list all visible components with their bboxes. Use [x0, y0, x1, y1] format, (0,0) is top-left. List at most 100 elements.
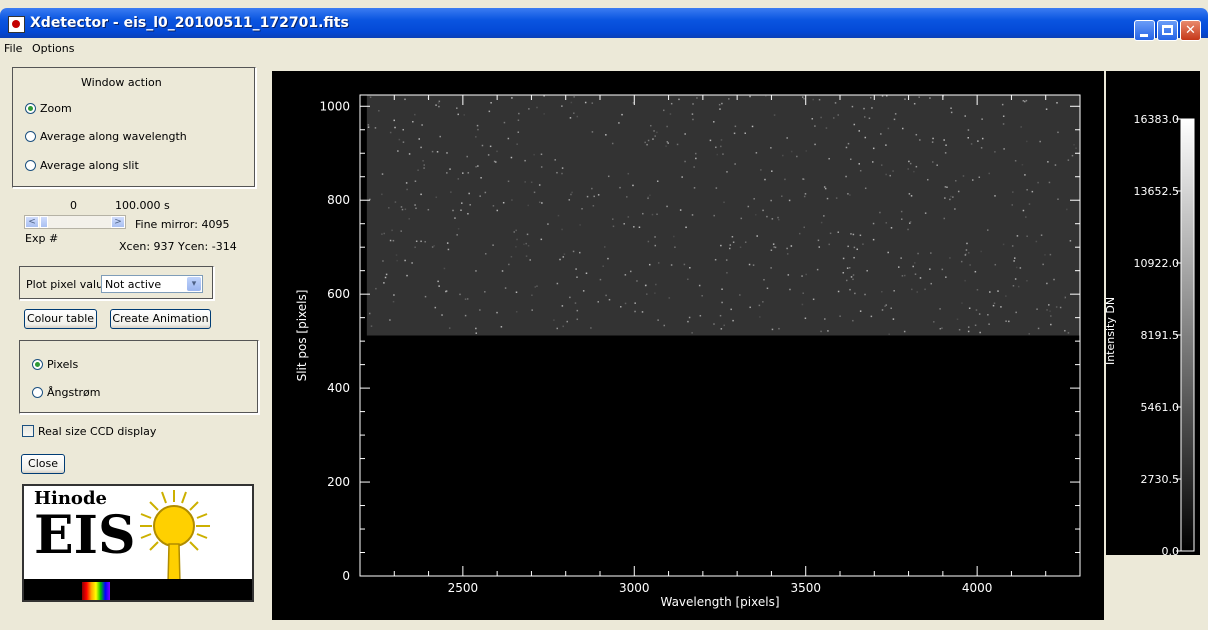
noise-pixel — [629, 270, 632, 273]
noise-pixel — [1075, 147, 1077, 149]
noise-pixel — [517, 119, 520, 122]
noise-pixel — [814, 143, 816, 146]
detector-plot[interactable]: 2500 3000 3500 4000 0 200 400 600 800 1000 Wavele… — [272, 71, 1104, 620]
colour-table-button[interactable]: Colour table — [24, 309, 97, 329]
noise-pixel — [591, 131, 594, 133]
noise-pixel — [667, 142, 669, 144]
noise-pixel — [829, 232, 832, 235]
y-tick-label: 400 — [327, 381, 350, 395]
noise-pixel — [688, 316, 691, 319]
noise-pixel — [987, 229, 989, 231]
real-size-checkbox[interactable] — [22, 425, 34, 437]
noise-pixel — [1017, 285, 1020, 288]
radio-button-icon[interactable] — [32, 358, 43, 370]
noise-pixel — [1024, 100, 1026, 103]
minimize-button[interactable] — [1134, 20, 1155, 41]
noise-pixel — [778, 327, 780, 330]
data-region — [366, 95, 1080, 336]
noise-pixel — [1050, 323, 1052, 326]
radio-button-icon[interactable] — [32, 386, 43, 398]
slider-right-arrow-icon[interactable]: > — [111, 216, 125, 228]
noise-pixel — [964, 279, 966, 282]
noise-pixel — [977, 140, 979, 142]
menu-file[interactable]: File — [4, 42, 23, 55]
plot-pixel-group: Plot pixel values — [19, 266, 214, 300]
noise-pixel — [950, 111, 953, 114]
noise-pixel — [820, 116, 822, 119]
detector-plot-svg[interactable]: 2500 3000 3500 4000 0 200 400 600 800 1000 Wavele… — [272, 71, 1104, 620]
radio-button-icon[interactable] — [25, 102, 36, 114]
close-button[interactable]: Close — [21, 454, 65, 474]
noise-pixel — [853, 256, 855, 259]
app-icon[interactable] — [8, 16, 25, 33]
noise-pixel — [863, 116, 866, 118]
noise-pixel — [501, 270, 504, 272]
noise-pixel — [720, 145, 722, 148]
window-title: Xdetector - eis_l0_20100511_172701.fits — [30, 15, 349, 31]
noise-pixel — [1015, 311, 1017, 314]
colorbar: 16383.0 13652.5 10922.0 8191.5 5461.0 2730.5 0… — [1104, 71, 1200, 558]
noise-pixel — [508, 263, 510, 266]
noise-pixel — [749, 306, 751, 309]
radio-pixels[interactable]: Pixels — [32, 356, 78, 372]
noise-pixel — [397, 150, 399, 152]
noise-pixel — [893, 290, 895, 292]
noise-pixel — [641, 311, 644, 313]
noise-pixel — [725, 259, 728, 261]
radio-zoom[interactable]: Zoom — [25, 100, 72, 116]
plot-pixel-select[interactable]: Not active ▾ — [101, 275, 203, 293]
noise-pixel — [728, 98, 730, 100]
noise-pixel — [529, 259, 531, 261]
close-window-button[interactable]: ✕ — [1180, 20, 1201, 41]
noise-pixel — [863, 107, 865, 110]
noise-pixel — [423, 164, 425, 166]
radio-average-slit[interactable]: Average along slit — [25, 157, 139, 173]
create-animation-button[interactable]: Create Animation — [110, 309, 211, 329]
title-bar[interactable]: Xdetector - eis_l0_20100511_172701.fits … — [0, 8, 1208, 41]
radio-button-icon[interactable] — [25, 159, 36, 171]
noise-pixel — [381, 193, 383, 196]
chevron-down-icon[interactable]: ▾ — [187, 277, 201, 291]
noise-pixel — [943, 217, 946, 220]
noise-pixel — [762, 301, 764, 303]
noise-pixel — [752, 264, 755, 266]
noise-pixel — [766, 215, 768, 218]
noise-pixel — [684, 160, 686, 163]
noise-pixel — [859, 310, 862, 312]
noise-pixel — [370, 325, 373, 327]
noise-pixel — [890, 307, 892, 310]
radio-average-wavelength[interactable]: Average along wavelength — [25, 128, 187, 144]
noise-pixel — [970, 143, 973, 145]
noise-pixel — [755, 213, 757, 216]
slider-thumb[interactable] — [40, 216, 48, 228]
menu-options[interactable]: Options — [32, 42, 75, 55]
noise-pixel — [817, 239, 820, 242]
noise-pixel — [691, 332, 693, 334]
noise-pixel — [504, 287, 507, 289]
exposure-slider[interactable]: < > — [24, 215, 126, 229]
noise-pixel — [475, 327, 477, 330]
noise-pixel — [805, 150, 808, 152]
slider-left-arrow-icon[interactable]: < — [25, 216, 39, 228]
noise-pixel — [726, 171, 728, 173]
radio-angstrom[interactable]: Ångstrøm — [32, 384, 101, 400]
noise-pixel — [526, 233, 529, 236]
noise-pixel — [384, 276, 387, 279]
noise-pixel — [892, 170, 894, 172]
radio-button-icon[interactable] — [25, 130, 36, 142]
noise-pixel — [782, 154, 784, 157]
noise-pixel — [515, 291, 518, 294]
menu-bar: File Options — [0, 40, 1208, 58]
noise-pixel — [1045, 108, 1048, 110]
noise-pixel — [748, 263, 751, 266]
noise-pixel — [401, 208, 404, 211]
noise-pixel — [784, 178, 786, 181]
noise-pixel — [802, 292, 804, 294]
noise-pixel — [872, 147, 875, 150]
noise-pixel — [626, 196, 628, 198]
noise-pixel — [388, 207, 390, 209]
maximize-button[interactable] — [1157, 20, 1178, 41]
noise-pixel — [466, 155, 468, 158]
y-tick-label: 600 — [327, 287, 350, 301]
